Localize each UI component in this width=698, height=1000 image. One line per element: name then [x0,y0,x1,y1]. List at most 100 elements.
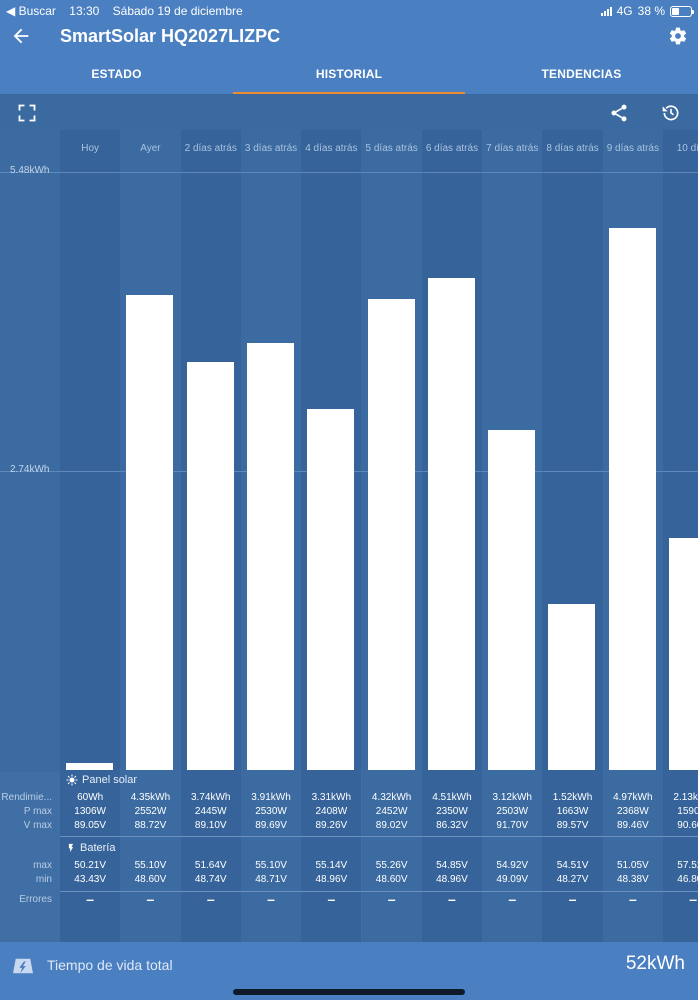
table-cell-vmax: 89.26V [315,820,348,831]
table-cell-vmax: 91.70V [496,820,529,831]
tab-historial[interactable]: HISTORIAL [233,56,465,94]
chart-toolbar [0,94,698,130]
table-cell-errors: – [267,891,275,907]
table-cell-pmax: 1590W [677,806,698,817]
status-date: Sábado 19 de diciembre [112,4,243,18]
table-cell-pmax: 2368W [616,806,649,817]
tab-estado[interactable]: ESTADO [91,67,142,81]
table-cell-vmax: 89.69V [255,820,287,831]
back-to-app-link[interactable]: ◀ Buscar [6,4,56,18]
table-cell-errors: – [146,891,155,907]
lifetime-value: 52kWh [625,953,685,974]
table-cell-bmax: 55.26V [375,860,408,871]
x-category-label: 4 días atrás [305,143,358,154]
table-cell-yield: 4.35kWh [130,792,171,803]
bar-day-3[interactable] [246,343,294,770]
page-title: SmartSolar HQ2027LIZPC [60,26,281,46]
table-cell-bmin: 48.71V [255,874,287,885]
divider [60,891,698,892]
table-cell-bmin: 48.74V [194,874,227,885]
table-cell-bmin: 48.96V [315,874,348,885]
table-cell-bmin: 48.96V [436,874,468,885]
battery-section-header: Batería [66,842,115,854]
back-arrow-icon[interactable] [10,25,32,47]
x-category-label: Hoy [81,143,100,154]
bar-day-10[interactable] [669,537,698,770]
divider [60,836,698,837]
battery-icon [670,5,694,17]
table-cell-bmin: 48.27V [556,874,589,885]
history-icon[interactable] [661,103,681,123]
table-cell-vmax: 90.66V [677,820,698,831]
x-category-label: 5 días atrás [365,143,418,154]
table-cell-bmin: 46.80V [677,874,698,885]
table-cell-bmax: 51.05V [616,860,649,871]
sun-icon [66,774,78,786]
table-cell-yield: 60Wh [77,792,104,803]
table-cell-pmax: 2530W [255,806,287,817]
bar-day-7[interactable] [488,429,536,770]
y-tick-label: 5.48kWh [10,165,50,176]
bar-day-0[interactable] [66,763,113,770]
bar-day-2[interactable] [186,361,234,770]
bar-day-4[interactable] [307,408,355,770]
table-cell-errors: – [327,891,336,907]
tab-tendencias[interactable]: TENDENCIAS [541,67,622,81]
table-cell-pmax: 2503W [496,806,529,817]
x-category-label: 8 días atrás [546,143,599,154]
solar-section-header: Panel solar [66,774,137,786]
table-cell-pmax: 2552W [134,806,167,817]
table-cell-yield: 2.13kWh [673,792,698,803]
bar-day-1[interactable] [126,295,174,770]
table-cell-bmin: 49.09V [496,874,529,885]
table-cell-vmax: 89.02V [375,820,408,831]
status-bar: ◀ Buscar 13:30 Sábado 19 de diciembre 4G… [0,0,698,20]
chart-column-bg [60,130,121,942]
table-cell-yield: 3.91kWh [251,792,291,803]
x-category-label: 2 días atrás [184,143,237,154]
bar-day-5[interactable] [367,298,415,770]
lifetime-label: Tiempo de vida total [47,957,173,973]
row-label-battery-max: max [33,860,52,871]
table-cell-bmax: 57.52V [677,860,698,871]
signal-icon [600,6,612,16]
bar-day-6[interactable] [427,277,475,770]
expand-icon[interactable] [17,103,37,123]
table-cell-bmax: 50.21V [74,860,106,871]
table-cell-vmax: 89.10V [194,820,227,831]
table-cell-errors: – [508,891,517,907]
table-cell-pmax: 2452W [375,806,408,817]
table-cell-bmax: 54.85V [436,860,468,871]
gear-icon[interactable] [668,26,688,46]
table-cell-bmax: 51.64V [194,860,227,871]
table-cell-pmax: 2408W [315,806,348,817]
bar-day-9[interactable] [608,227,656,770]
table-cell-bmax: 55.14V [315,860,348,871]
solar-panel-icon [13,958,33,974]
table-cell-bmax: 55.10V [255,860,287,871]
table-cell-yield: 3.12kWh [492,792,532,803]
table-cell-pmax: 1306W [74,806,106,817]
table-cell-yield: 4.97kWh [613,792,653,803]
row-label-errors: Errores [19,894,52,905]
home-indicator[interactable] [233,989,465,995]
table-cell-bmax: 54.51V [556,860,589,871]
table-cell-errors: – [387,891,396,907]
battery-percent: 38 % [637,4,665,18]
gridline-top [0,172,698,173]
table-cell-vmax: 86.32V [436,820,468,831]
x-category-label: 6 días atrás [425,143,479,154]
app-bar: SmartSolar HQ2027LIZPC ESTADO HISTORIAL … [0,20,698,94]
table-cell-yield: 3.31kWh [311,792,352,803]
table-cell-bmin: 48.60V [375,874,408,885]
table-cell-bmin: 48.38V [616,874,649,885]
share-icon[interactable] [609,103,629,123]
table-cell-vmax: 89.46V [616,820,649,831]
bar-day-8[interactable] [548,604,596,770]
chart-column-bg [663,130,698,942]
x-category-label: 9 días atrás [606,143,659,154]
table-cell-yield: 4.51kWh [432,792,472,803]
table-cell-errors: – [206,891,215,907]
table-cell-errors: – [689,891,698,907]
x-category-label: 3 días atrás [244,143,298,154]
